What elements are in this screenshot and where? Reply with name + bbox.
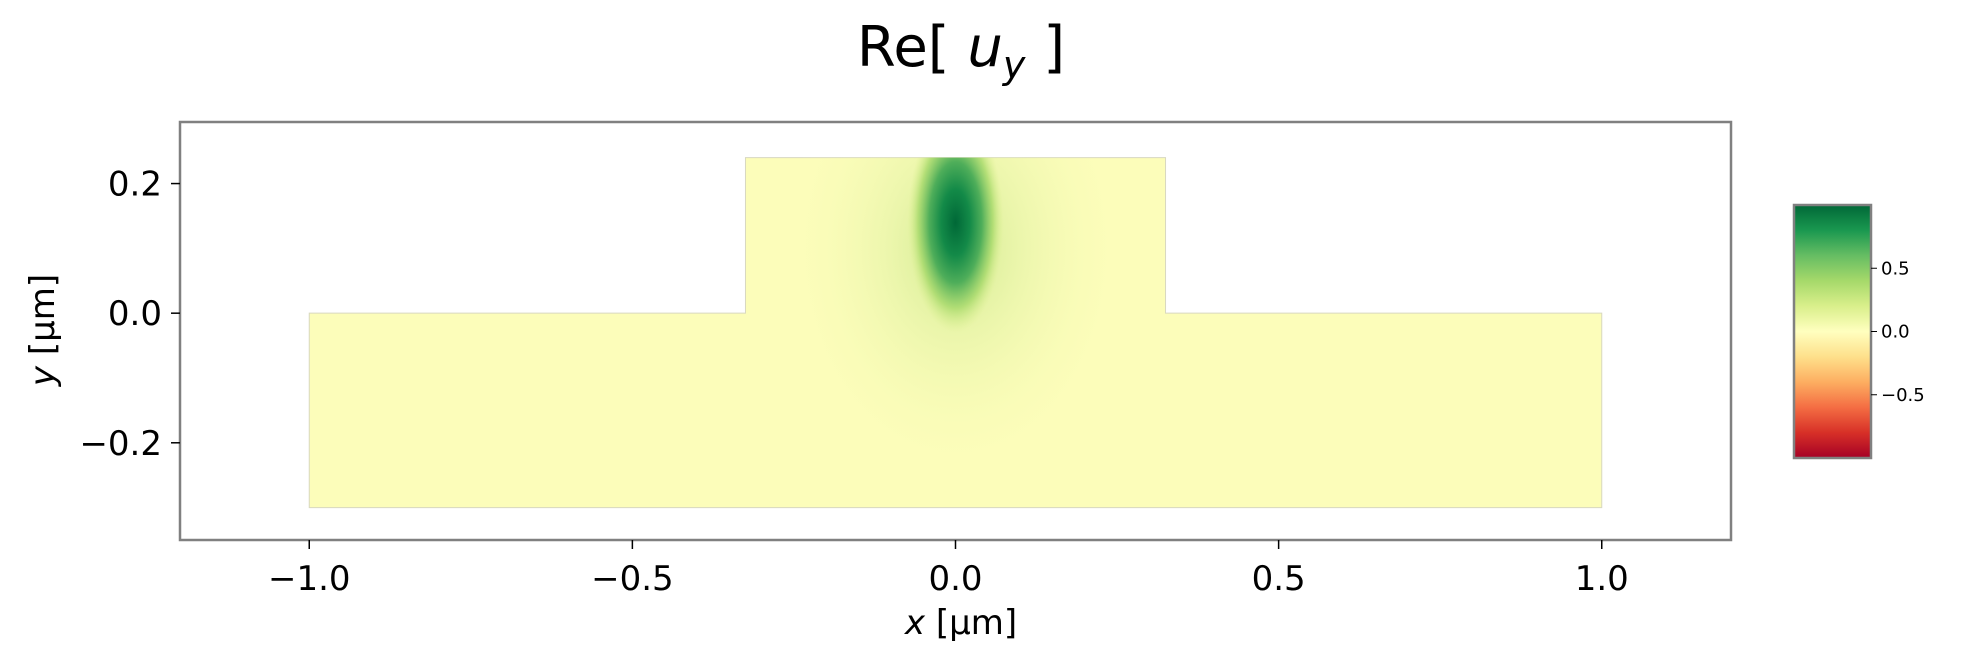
y-tick-label: −0.2 bbox=[79, 424, 162, 464]
plot-area bbox=[178, 120, 1733, 542]
y-axis-ticks: −0.2 0.0 0.2 bbox=[79, 165, 180, 464]
y-tick-label: 0.2 bbox=[108, 165, 162, 205]
x-tick-label: −0.5 bbox=[591, 559, 674, 599]
colorbar-tick-label: −0.5 bbox=[1881, 385, 1925, 406]
x-tick-label: 0.5 bbox=[1252, 559, 1306, 599]
field-overlay bbox=[785, 157, 1126, 479]
colorbar: −0.5 0.0 0.5 bbox=[1792, 203, 1925, 460]
x-tick-label: 1.0 bbox=[1575, 559, 1629, 599]
colorbar-tick-label: 0.0 bbox=[1881, 322, 1910, 343]
y-tick-label: 0.0 bbox=[108, 294, 162, 334]
x-axis-label: x [µm] bbox=[904, 603, 1017, 643]
x-tick-label: −1.0 bbox=[268, 559, 351, 599]
y-axis-label: y [µm] bbox=[23, 274, 63, 387]
x-axis-ticks: −1.0 −0.5 0.0 0.5 1.0 bbox=[268, 540, 1629, 599]
field-peak bbox=[907, 157, 1004, 333]
colorbar-ticks: −0.5 0.0 0.5 bbox=[1871, 258, 1925, 406]
x-tick-label: 0.0 bbox=[928, 559, 982, 599]
chart-title: Re[ uy ] bbox=[857, 15, 1065, 87]
colorbar-tick-label: 0.5 bbox=[1881, 258, 1910, 279]
colorbar-gradient bbox=[1792, 203, 1873, 460]
